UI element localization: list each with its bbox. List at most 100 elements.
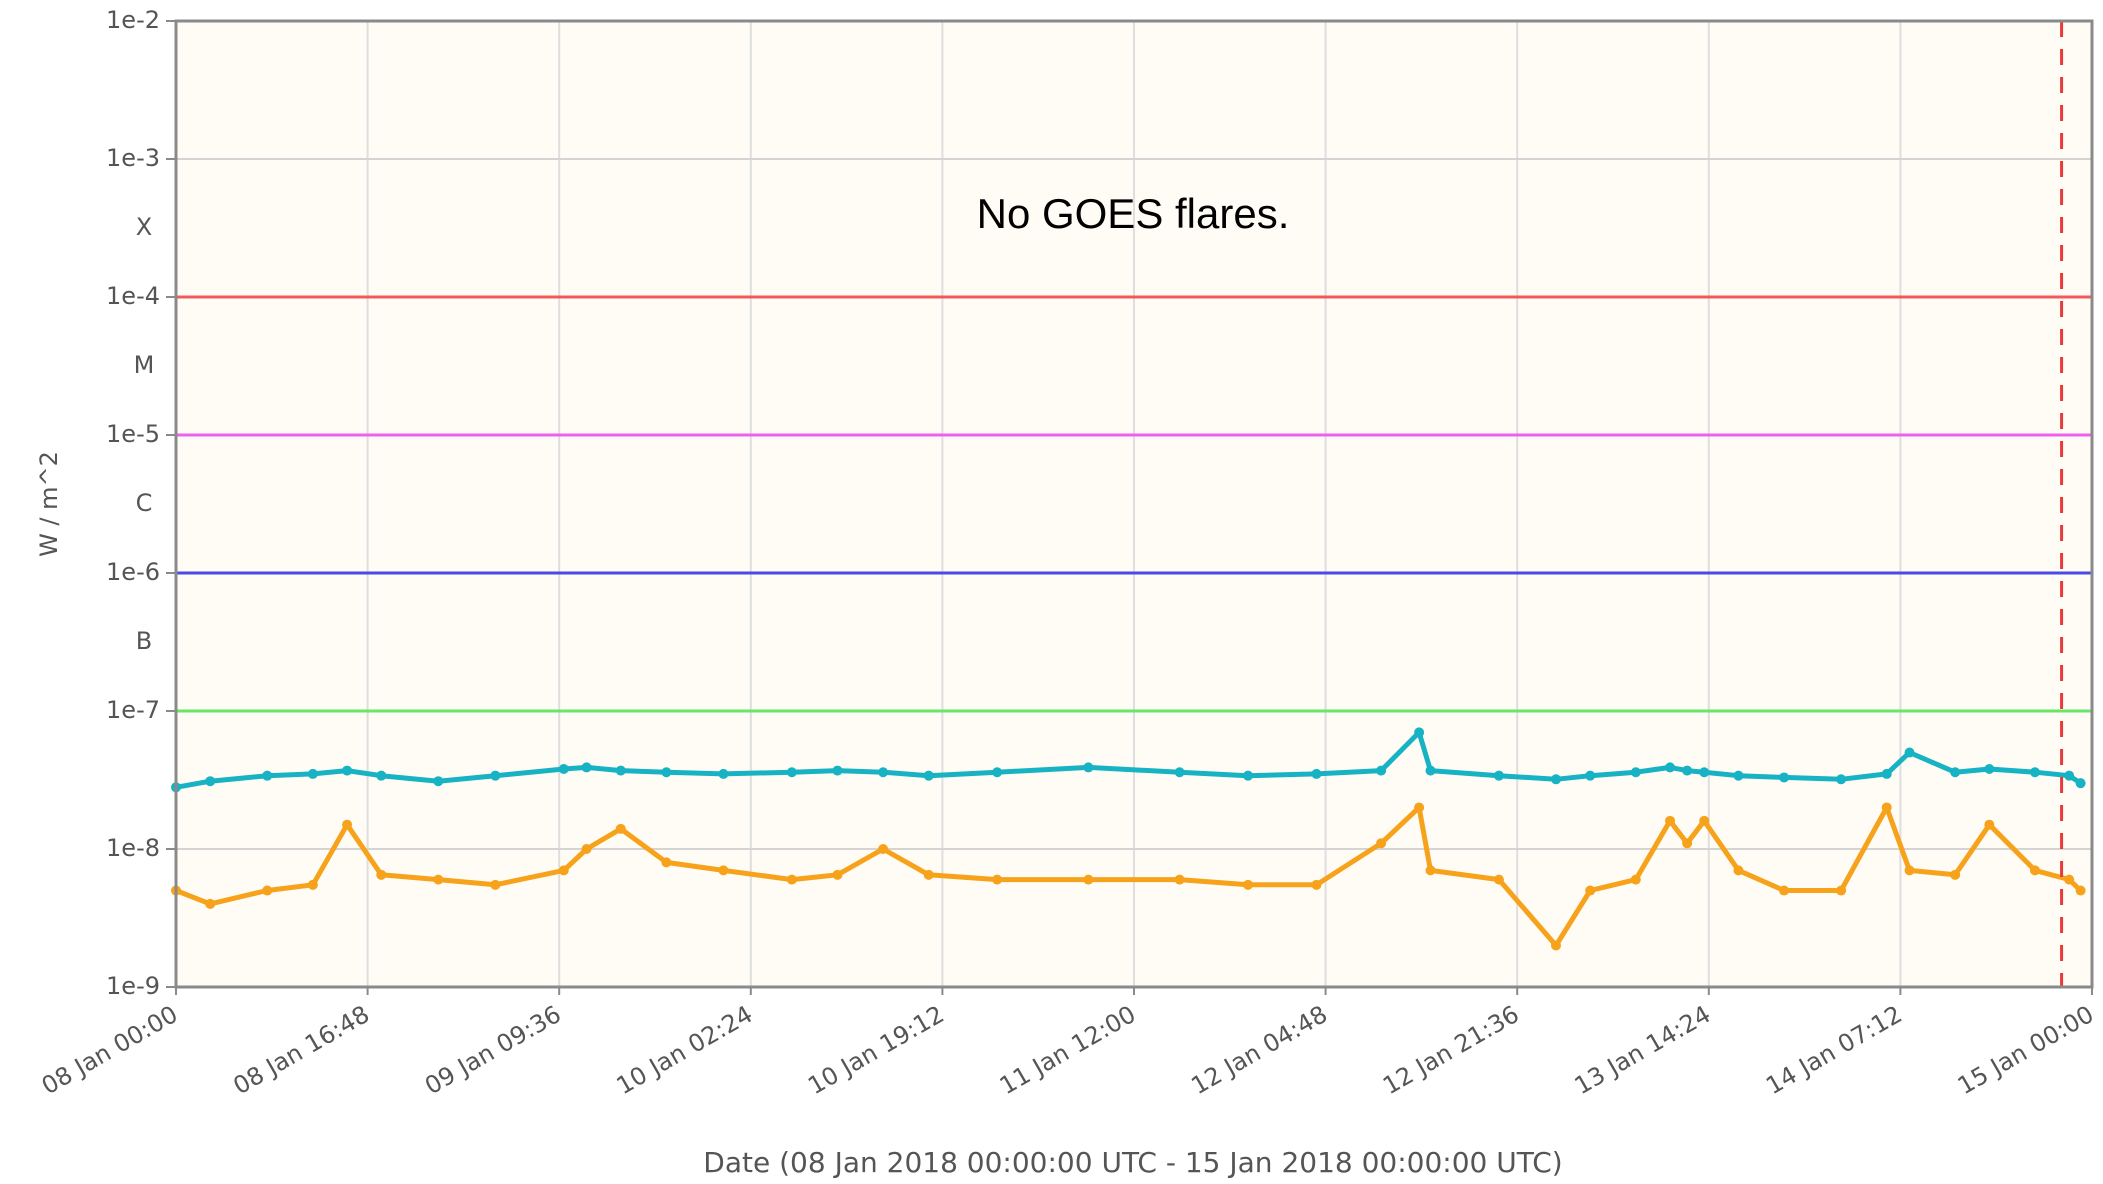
data-point [615,823,626,834]
data-point [1425,865,1436,876]
y-tick-label: 1e-4 [106,282,160,310]
data-point [1585,770,1596,781]
data-point [1682,765,1693,776]
data-point [923,770,934,781]
data-point [1243,770,1254,781]
data-point [307,879,318,890]
data-point [1376,838,1387,849]
data-point [1836,774,1847,785]
data-point [1550,940,1561,951]
plot-frame [174,19,2094,989]
data-point [786,767,797,778]
y-axis-label: W / m^2 [35,451,63,557]
data-point [661,767,672,778]
x-tick-label: 15 Jan 00:00 [1953,1000,2099,1100]
data-point [832,869,843,880]
x-tick-label: 12 Jan 04:48 [1186,1000,1332,1100]
data-point [2029,865,2040,876]
data-point [1083,762,1094,773]
data-point [262,770,273,781]
data-point [1630,874,1641,885]
data-point [1950,767,1961,778]
data-point [558,865,569,876]
data-point [490,770,501,781]
series-line [175,805,2083,948]
data-point [1699,767,1710,778]
data-point [1311,879,1322,890]
data-point [1174,767,1185,778]
y-tick-label: 1e-6 [106,558,160,586]
data-point [2029,767,2040,778]
x-tick-label: 14 Jan 07:12 [1761,1000,1907,1100]
x-tick-label: 12 Jan 21:36 [1378,1000,1524,1100]
data-point [1950,869,1961,880]
data-point [2064,770,2075,781]
data-point [262,885,273,896]
data-point [992,767,1003,778]
x-axis-label: Date (08 Jan 2018 00:00:00 UTC - 15 Jan … [703,1146,1562,1179]
data-point [718,865,729,876]
data-point [490,879,501,890]
y-tick-label: 1e-3 [106,144,160,172]
data-point [1984,819,1995,830]
data-point [661,857,672,868]
data-point [342,765,353,776]
data-point [1836,885,1847,896]
series-line [175,729,2082,790]
data-point [1881,768,1892,779]
data-point [1243,879,1254,890]
y-tick-label: 1e-7 [106,696,160,724]
data-point [558,763,569,774]
data-point [342,819,353,830]
data-point [1779,885,1790,896]
data-point [718,768,729,779]
y-tick-label: 1e-9 [106,972,160,1000]
data-point [205,898,216,909]
class-label: B [136,627,152,655]
data-point [1699,815,1710,826]
x-tick-label: 09 Jan 09:36 [420,1000,566,1100]
data-point [1493,874,1504,885]
data-point [307,768,318,779]
data-point [1425,765,1436,776]
data-point [1174,874,1185,885]
data-point [433,874,444,885]
data-point [1881,802,1892,813]
data-point [376,770,387,781]
data-point [1414,727,1425,738]
data-point [581,762,592,773]
x-tick-label: 13 Jan 14:24 [1570,1000,1716,1100]
class-label: X [136,213,152,241]
y-tick-label: 1e-2 [106,6,160,34]
data-point [1665,815,1676,826]
data-point [615,765,626,776]
data-point [1630,767,1641,778]
data-point [786,874,797,885]
data-point [433,776,444,787]
data-point [1779,772,1790,783]
class-label: M [134,351,155,379]
x-tick-label: 10 Jan 02:24 [612,1000,758,1100]
data-point [1585,885,1596,896]
data-point [1550,774,1561,785]
data-point [1904,865,1915,876]
data-point [2064,874,2075,885]
data-point [1733,865,1744,876]
data-point [1984,763,1995,774]
data-point [1083,874,1094,885]
y-tick-label: 1e-5 [106,420,160,448]
annotation: No GOES flares. [977,190,1290,237]
data-point [992,874,1003,885]
data-point [878,844,889,854]
data-point [581,844,592,854]
data-point [1311,768,1322,779]
data-point [1665,762,1676,773]
data-point [1376,765,1387,776]
data-point [1414,802,1425,813]
data-point [923,869,934,880]
data-point [2075,885,2086,896]
data-point [205,776,216,787]
x-tick-label: 10 Jan 19:12 [803,1000,949,1100]
data-point [1682,838,1693,849]
x-tick-label: 08 Jan 16:48 [228,1000,374,1100]
